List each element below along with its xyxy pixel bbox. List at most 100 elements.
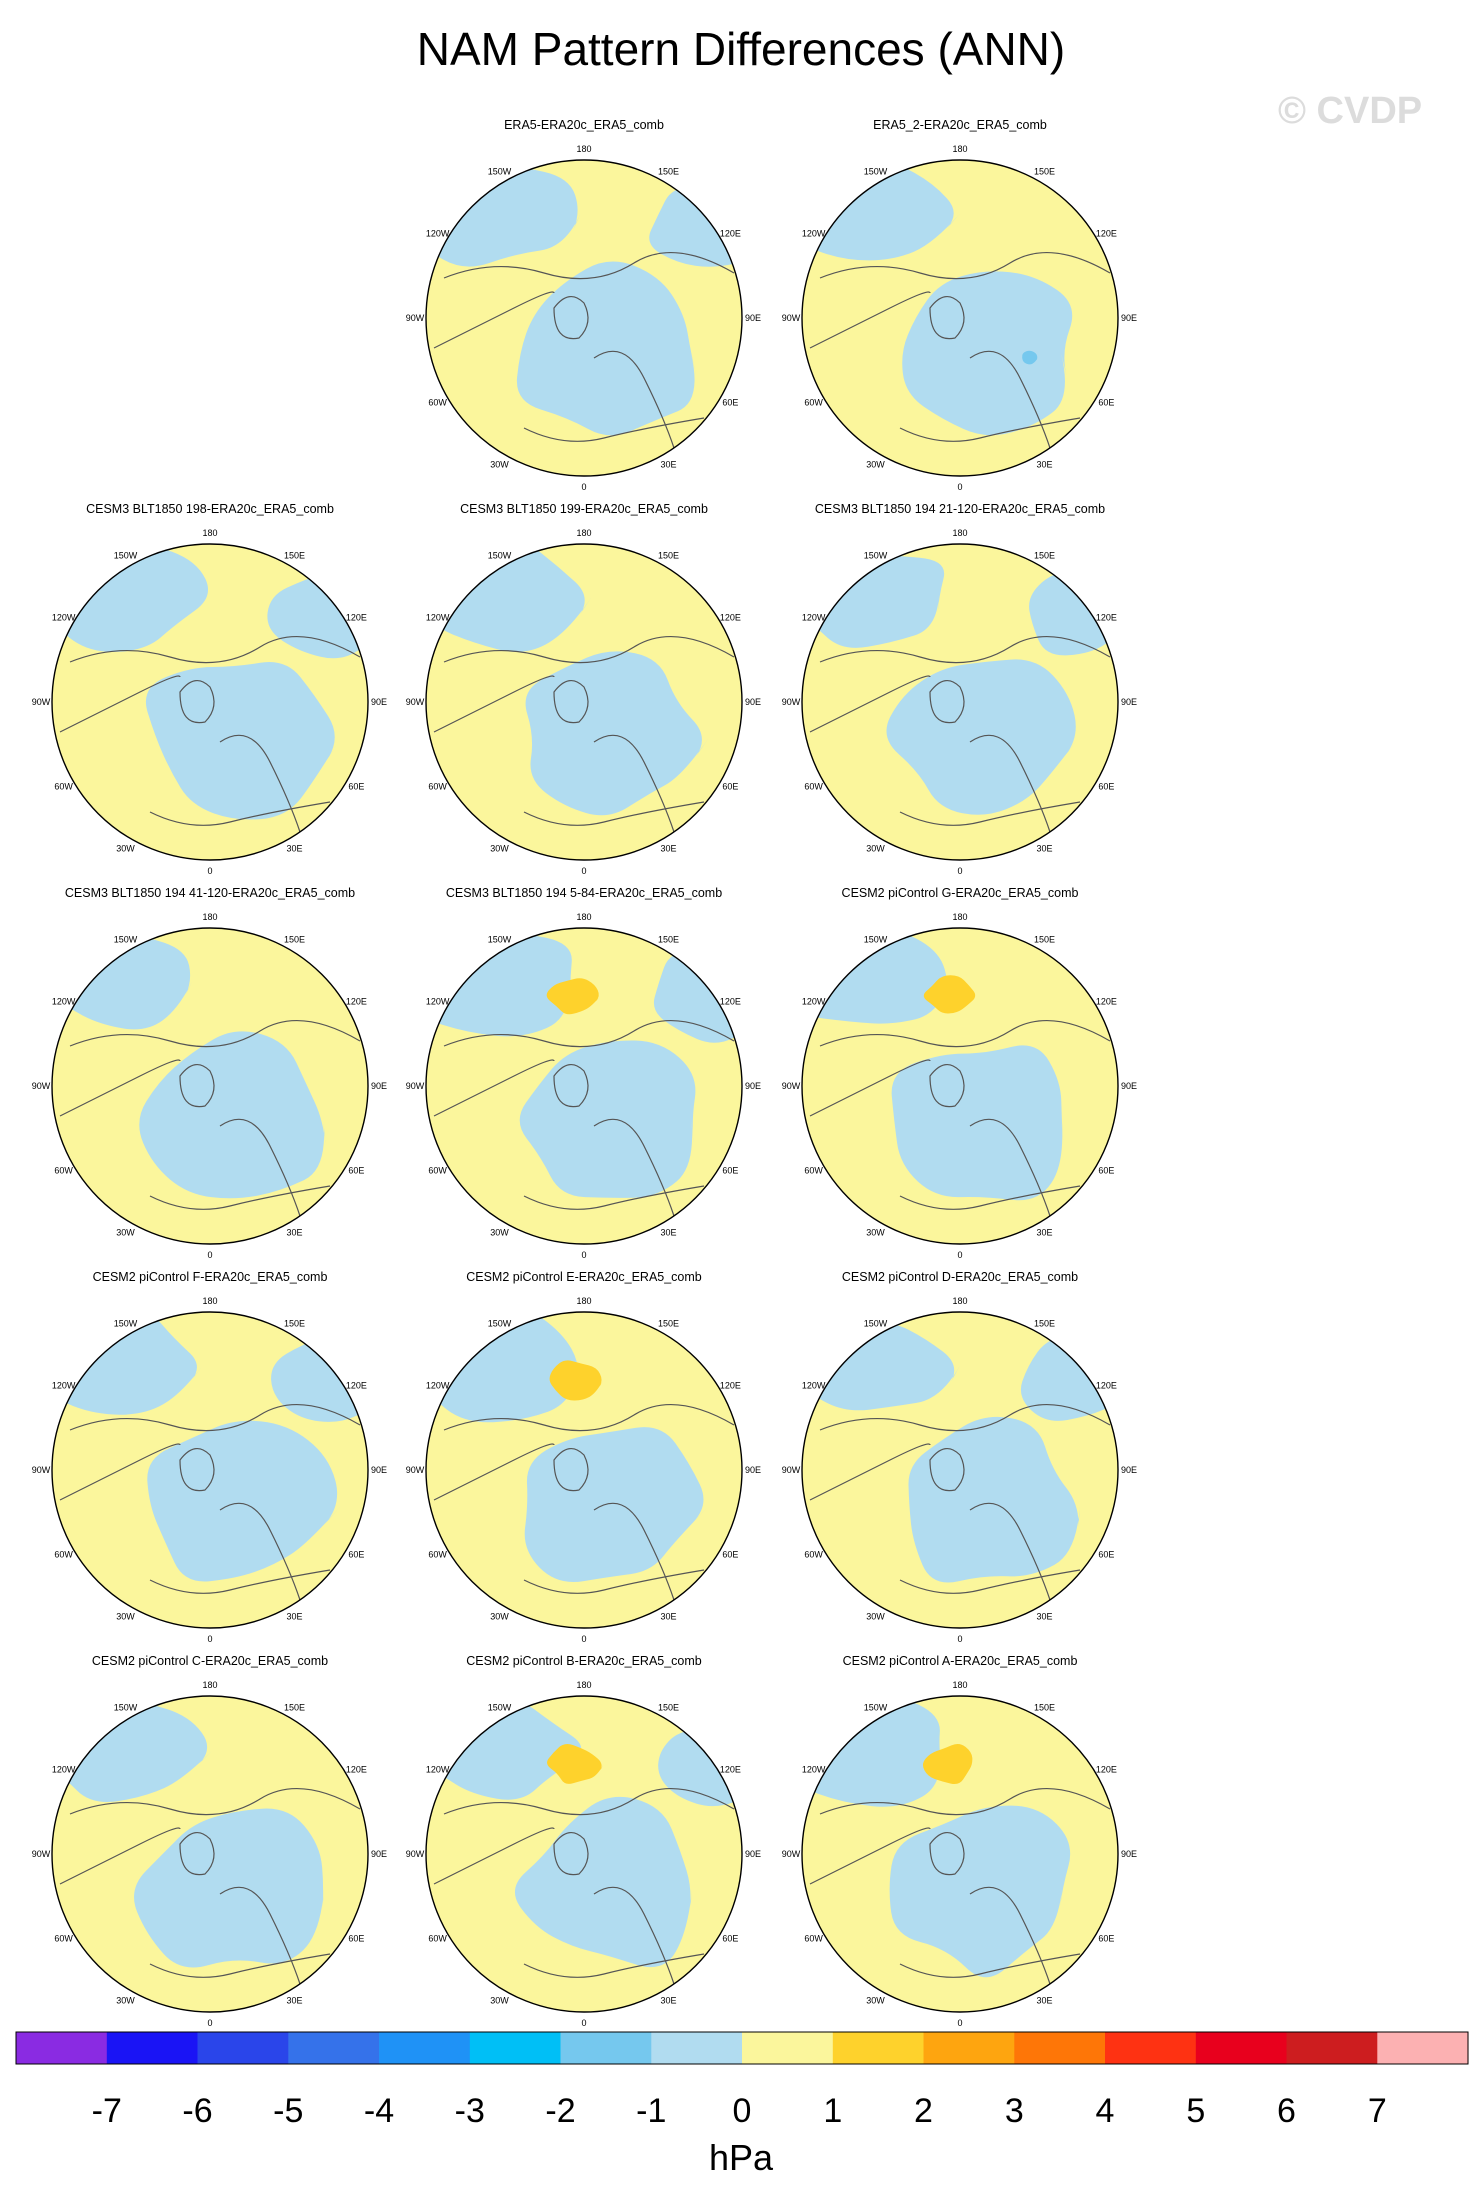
longitude-label: 30E (660, 843, 676, 853)
longitude-label: 60E (348, 1550, 364, 1560)
panel-title: CESM2 piControl E-ERA20c_ERA5_comb (466, 1270, 702, 1284)
negative-anomaly-region (908, 1416, 1080, 1583)
longitude-label: 90W (782, 1081, 801, 1091)
longitude-label: 90E (1121, 1081, 1137, 1091)
strong-positive-region (923, 975, 978, 1014)
longitude-label: 60W (804, 398, 823, 408)
longitude-label: 150W (488, 1703, 512, 1713)
longitude-label: 30E (1036, 1227, 1052, 1237)
longitude-label: 180 (202, 1680, 217, 1690)
colorbar-swatch (16, 2032, 108, 2064)
longitude-label: 90W (32, 1081, 51, 1091)
longitude-label: 120W (802, 1765, 826, 1775)
longitude-label: 150E (1034, 551, 1055, 561)
map-panel: CESM2 piControl E-ERA20c_ERA5_comb 180 150… (399, 1270, 769, 1650)
strong-positive-region (922, 1744, 973, 1785)
panel-title: CESM3 BLT1850 194 5-84-ERA20c_ERA5_comb (445, 886, 723, 900)
longitude-label: 120W (52, 997, 76, 1007)
longitude-label: 180 (952, 528, 967, 538)
negative-anomaly-region (525, 651, 710, 816)
negative-anomaly-region (426, 933, 572, 1037)
longitude-label: 150W (488, 1319, 512, 1329)
panel-title: CESM3 BLT1850 199-ERA20c_ERA5_comb (460, 502, 708, 516)
longitude-label: 180 (952, 912, 967, 922)
colorbar-tick-label: 3 (1005, 2092, 1024, 2130)
longitude-label: 150W (114, 1319, 138, 1329)
panel-title: CESM3 BLT1850 194 21-120-ERA20c_ERA5_com… (814, 502, 1106, 516)
longitude-label: 150E (658, 167, 679, 177)
map-panel: CESM3 BLT1850 194 41-120-ERA20c_ERA5_com… (25, 886, 395, 1266)
longitude-label: 120E (1096, 1381, 1117, 1391)
longitude-label: 120E (346, 613, 367, 623)
longitude-label: 150W (114, 935, 138, 945)
coastlines (433, 1404, 735, 1601)
negative-anomaly-region (886, 659, 1080, 815)
longitude-label: 90E (371, 1849, 387, 1859)
polar-map: 180 150E 120E 90E 60E 30E 0 30W 60W 90W 120W 150W (406, 1296, 761, 1644)
longitude-label: 60W (428, 398, 447, 408)
colorbar-swatch (288, 2032, 380, 2064)
strong-negative-region (1022, 350, 1038, 365)
colorbar-swatch (106, 2032, 199, 2064)
map-panel: CESM3 BLT1850 194 21-120-ERA20c_ERA5_com… (775, 502, 1145, 882)
longitude-label: 90W (782, 697, 801, 707)
longitude-label: 120W (426, 229, 450, 239)
longitude-label: 90W (406, 1849, 425, 1859)
longitude-label: 180 (576, 1680, 591, 1690)
map-panel: CESM2 piControl G-ERA20c_ERA5_comb 180 150… (775, 886, 1145, 1266)
longitude-label: 180 (952, 1680, 967, 1690)
longitude-label: 30W (866, 1227, 885, 1237)
panel-title: ERA5_2-ERA20c_ERA5_comb (873, 118, 1047, 132)
longitude-label: 30W (490, 1227, 509, 1237)
longitude-label: 90W (32, 1849, 51, 1859)
longitude-label: 30E (1036, 459, 1052, 469)
longitude-label: 150E (284, 1319, 305, 1329)
strong-positive-region (547, 1743, 604, 1784)
polar-map: 180 150E 120E 90E 60E 30E 0 30W 60W 90W 120W 150W (406, 528, 761, 876)
longitude-label: 0 (581, 1250, 586, 1260)
polar-map: 180 150E 120E 90E 60E 30E 0 30W 60W 90W 120W 150W (782, 1296, 1137, 1644)
longitude-label: 120W (426, 1381, 450, 1391)
longitude-label: 150E (284, 1703, 305, 1713)
longitude-label: 60E (722, 1166, 738, 1176)
longitude-label: 90E (371, 1081, 387, 1091)
negative-anomaly-region (145, 662, 342, 820)
longitude-label: 180 (576, 912, 591, 922)
longitude-label: 0 (207, 1250, 212, 1260)
longitude-label: 30W (866, 1995, 885, 2005)
coastlines (809, 1788, 1111, 1985)
negative-anomaly-region (902, 271, 1073, 436)
longitude-label: 0 (957, 1634, 962, 1644)
negative-anomaly-region (519, 1040, 696, 1198)
longitude-label: 60W (428, 1934, 447, 1944)
longitude-label: 60E (348, 1166, 364, 1176)
longitude-label: 30E (286, 843, 302, 853)
panel-title: CESM3 BLT1850 198-ERA20c_ERA5_comb (86, 502, 334, 516)
longitude-label: 150E (658, 1319, 679, 1329)
map-border (425, 1311, 743, 1629)
longitude-label: 150W (488, 935, 512, 945)
longitude-label: 90E (745, 1849, 761, 1859)
longitude-label: 90E (745, 1465, 761, 1475)
map-panel: ERA5-ERA20c_ERA5_comb 180 150E 120E 90E 60E 30… (399, 118, 769, 498)
map-panel: CESM3 BLT1850 198-ERA20c_ERA5_comb 180 150… (25, 502, 395, 882)
longitude-label: 0 (207, 1634, 212, 1644)
map-panel: CESM2 piControl A-ERA20c_ERA5_comb 180 150… (775, 1654, 1145, 2034)
negative-anomaly-region (891, 1045, 1064, 1201)
colorbar-tick-label: -5 (273, 2092, 303, 2130)
longitude-label: 30W (866, 459, 885, 469)
polar-map: 180 150E 120E 90E 60E 30E 0 30W 60W 90W 120W 150W (782, 912, 1137, 1260)
longitude-label: 30W (490, 1995, 509, 2005)
colorbar-tick-label: 0 (733, 2092, 752, 2130)
coastlines (809, 1020, 1111, 1217)
longitude-label: 180 (576, 144, 591, 154)
coastlines (59, 1404, 361, 1601)
longitude-label: 180 (202, 912, 217, 922)
longitude-label: 30E (1036, 843, 1052, 853)
map-border (801, 1695, 1119, 2013)
colorbar-tick-label: 6 (1277, 2092, 1296, 2130)
colorbar-swatch (379, 2032, 471, 2064)
longitude-label: 60E (1098, 1550, 1114, 1560)
longitude-label: 90W (406, 313, 425, 323)
negative-anomaly-region (514, 1796, 693, 1968)
